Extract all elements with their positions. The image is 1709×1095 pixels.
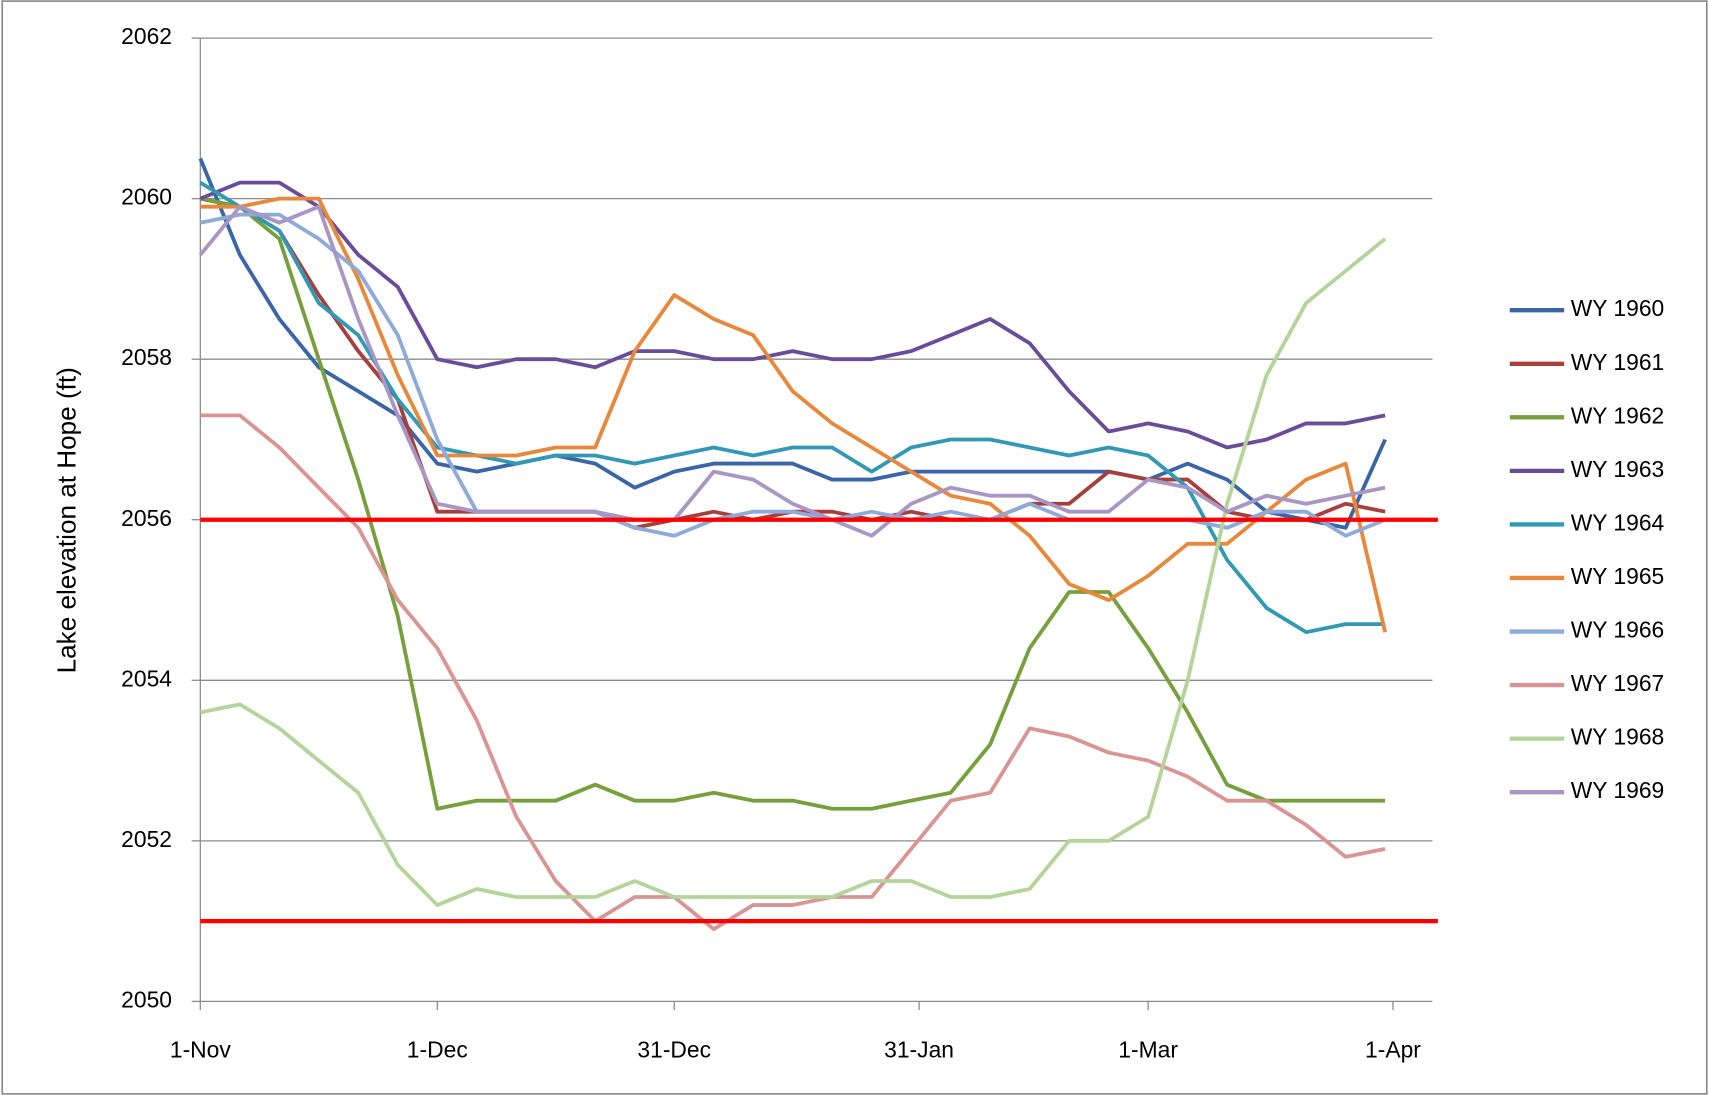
- x-tick-label: 1-Apr: [1365, 1036, 1421, 1062]
- legend-label: WY 1961: [1571, 349, 1665, 375]
- series-line: [199, 237, 1387, 907]
- legend-label: WY 1969: [1571, 777, 1665, 803]
- series-line: [198, 204, 1386, 538]
- y-tick-label: 2050: [121, 986, 172, 1012]
- legend-label: WY 1965: [1571, 563, 1665, 589]
- x-tick-label: 31-Dec: [637, 1036, 711, 1062]
- legend-label: WY 1963: [1571, 456, 1665, 482]
- x-tick-label: 1-Dec: [407, 1036, 468, 1062]
- legend-label: WY 1960: [1571, 295, 1665, 321]
- legend-label: WY 1966: [1571, 617, 1665, 643]
- y-tick-label: 2058: [121, 344, 172, 370]
- legend-label: WY 1967: [1571, 670, 1665, 696]
- y-tick-label: 2060: [121, 184, 172, 210]
- y-tick-label: 2054: [121, 665, 172, 691]
- legend-label: WY 1968: [1571, 724, 1665, 750]
- legend-label: WY 1964: [1571, 509, 1665, 535]
- series-line: [200, 196, 1387, 633]
- series-line: [199, 196, 1386, 811]
- y-tick-label: 2062: [121, 23, 172, 49]
- x-tick-label: 1-Mar: [1118, 1036, 1178, 1062]
- y-tick-label: 2052: [121, 826, 172, 852]
- series-line: [199, 180, 1386, 450]
- legend-label: WY 1962: [1571, 402, 1665, 428]
- x-tick-label: 31-Jan: [884, 1036, 954, 1062]
- series-line: [200, 413, 1386, 932]
- y-axis-label: Lake elevation at Hope (ft): [52, 367, 82, 673]
- y-tick-label: 2056: [121, 505, 172, 531]
- x-tick-label: 1-Nov: [170, 1036, 232, 1062]
